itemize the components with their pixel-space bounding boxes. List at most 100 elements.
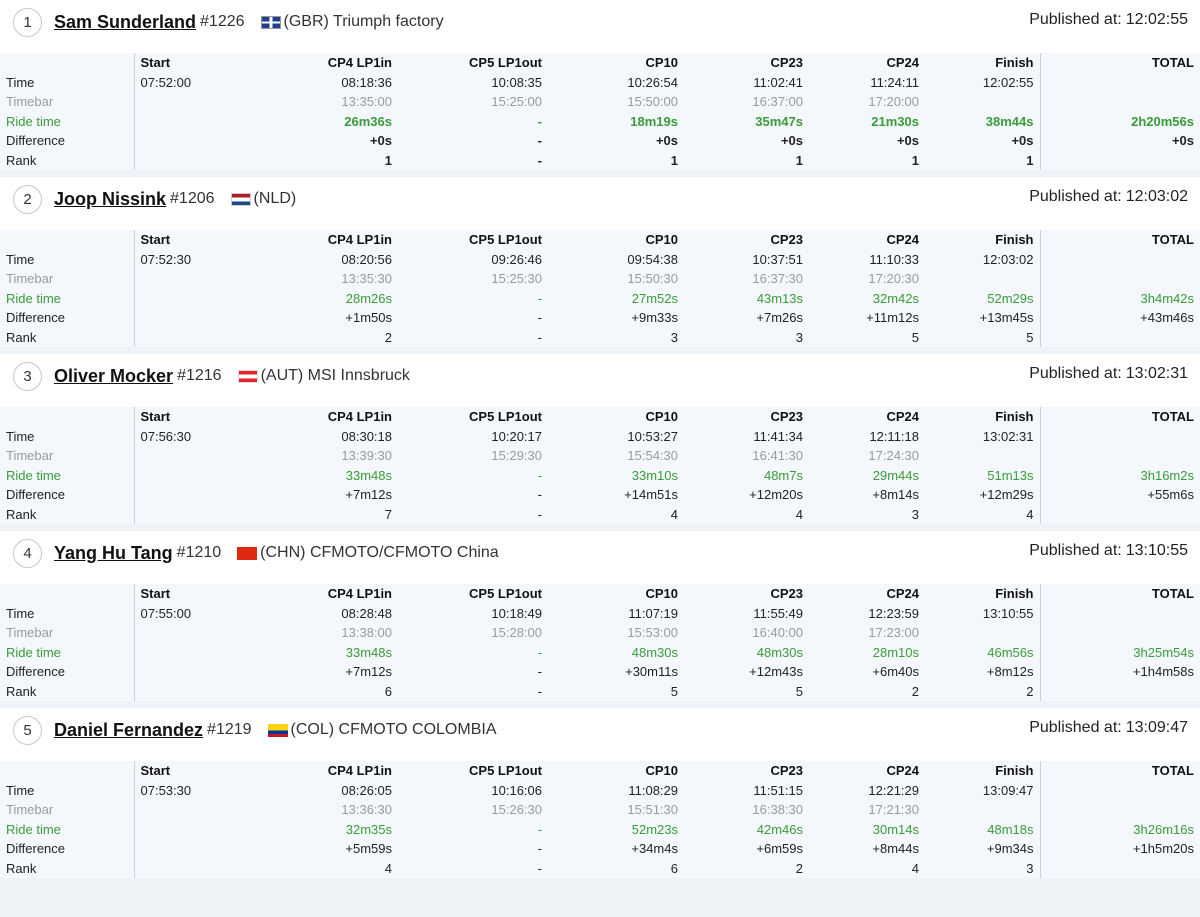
row-label: Difference: [6, 664, 66, 679]
result-cell: +8m14s: [872, 487, 919, 502]
published-at: Published at: 12:02:55: [1025, 11, 1188, 29]
result-cell: -: [537, 841, 542, 856]
row-label: Time: [6, 74, 35, 90]
column-header: CP5 LP1out: [469, 409, 542, 424]
result-cell: 13:38:00: [341, 625, 392, 640]
column-header: CP23: [770, 409, 803, 424]
result-cell: 33m48s: [345, 644, 392, 660]
result-cell: 32m35s: [345, 821, 392, 837]
ride-time-row: Ride time 33m48s - 48m30s 48m30s 28m10s 46m56s…: [0, 642, 1200, 662]
result-cell: 48m30s: [756, 644, 803, 660]
column-header: TOTAL: [1039, 407, 1200, 427]
result-cell: 4: [670, 506, 678, 522]
result-cell: 16:41:30: [752, 448, 803, 463]
time-row: Time 07:55:00 08:28:48 10:18:49 11:07:19 11:5…: [0, 603, 1200, 623]
result-cell: 15:50:30: [627, 271, 678, 286]
result-cell: 08:30:18: [341, 428, 392, 444]
result-cell: 35m47s: [755, 113, 803, 129]
row-label: Difference: [6, 487, 66, 502]
row-label: Time: [6, 251, 35, 267]
result-cell: [1039, 72, 1200, 92]
row-label: Rank: [6, 329, 37, 345]
difference-row: Difference +0s - +0s +0s +0s +0s +0s: [0, 131, 1200, 151]
column-header: CP24: [886, 409, 919, 424]
result-cell: 11:02:41: [753, 74, 803, 90]
result-cell: 15:50:00: [627, 94, 678, 109]
result-cell: 33m48s: [345, 467, 392, 483]
result-cell: 6: [670, 860, 678, 876]
rider-header: 2 Joop Nissink #1206 (NLD) Published at:…: [0, 177, 1200, 221]
result-cell: [133, 269, 262, 289]
row-label: Difference: [6, 841, 66, 856]
result-cell: [1039, 623, 1200, 643]
rider-card: 2 Joop Nissink #1206 (NLD) Published at:…: [0, 177, 1200, 347]
result-cell: +0s: [780, 133, 803, 148]
result-cell: 46m56s: [987, 644, 1034, 660]
result-cell: 10:53:27: [627, 428, 678, 444]
column-header: CP10: [645, 55, 678, 70]
rank-row: Rank 4 - 6 2 4 3: [0, 858, 1200, 878]
column-header: Start: [133, 53, 262, 73]
header-blank: [0, 407, 134, 427]
rider-card: 3 Oliver Mocker #1216 (AUT) MSI Innsbruc…: [0, 354, 1200, 524]
result-cell: 13:35:00: [341, 94, 392, 109]
rider-header: 1 Sam Sunderland #1226 (GBR) Triumph fac…: [0, 0, 1200, 44]
difference-row: Difference +7m12s - +30m11s +12m43s +6m40s +8m…: [0, 662, 1200, 682]
time-row: Time 07:52:30 08:20:56 09:26:46 09:54:38 10:3…: [0, 249, 1200, 269]
result-cell: 52m29s: [987, 290, 1034, 306]
column-header: Finish: [995, 55, 1034, 70]
rider-number: #1206: [170, 190, 215, 207]
result-cell: +12m20s: [749, 487, 803, 502]
result-cell: [925, 800, 1040, 820]
time-row: Time 07:52:00 08:18:36 10:08:35 10:26:54 11:0…: [0, 72, 1200, 92]
result-cell: [133, 465, 262, 485]
row-label: Difference: [6, 133, 66, 148]
column-header: CP10: [645, 409, 678, 424]
column-header: Start: [133, 761, 262, 781]
result-cell: 12:23:59: [868, 605, 919, 621]
row-label: Timebar: [6, 802, 54, 817]
rider-name-link[interactable]: Sam Sunderland: [54, 11, 197, 32]
published-label: Published at:: [1029, 542, 1122, 559]
published-time: 13:09:47: [1125, 719, 1188, 736]
result-cell: [1039, 327, 1200, 347]
aut-flag-icon: [237, 369, 258, 383]
result-cell: 5: [795, 683, 803, 699]
result-cell: 17:23:00: [868, 625, 919, 640]
results-table: Start CP4 LP1in CP5 LP1out CP10 CP23 CP24 Fini…: [0, 230, 1200, 347]
rider-name-link[interactable]: Oliver Mocker: [54, 365, 174, 386]
result-cell: 10:26:54: [627, 74, 678, 90]
result-cell: 16:40:00: [752, 625, 803, 640]
result-cell: 30m14s: [872, 821, 919, 837]
ride-time-row: Ride time 33m48s - 33m10s 48m7s 29m44s 51m13s 3…: [0, 465, 1200, 485]
result-cell: +30m11s: [625, 664, 678, 679]
column-header: CP10: [645, 232, 678, 247]
header-blank: [0, 584, 134, 604]
published-time: 12:02:55: [1125, 11, 1188, 28]
rider-card: 5 Daniel Fernandez #1219 (COL) CFMOTO CO…: [0, 708, 1200, 878]
result-cell: +55m6s: [1039, 485, 1200, 505]
result-cell: -: [537, 683, 542, 699]
rider-name-link[interactable]: Daniel Fernandez: [54, 719, 204, 740]
results-table: Start CP4 LP1in CP5 LP1out CP10 CP23 CP24 Fini…: [0, 407, 1200, 524]
result-cell: 3: [1026, 860, 1034, 876]
row-label: Ride time: [6, 290, 61, 306]
result-cell: [1039, 249, 1200, 269]
result-cell: 2: [1026, 683, 1034, 699]
rank-row: Rank 1 - 1 1 1 1: [0, 150, 1200, 170]
row-label: Timebar: [6, 94, 54, 109]
published-label: Published at:: [1029, 11, 1122, 28]
result-cell: -: [537, 113, 542, 129]
column-header: Start: [133, 407, 262, 427]
rider-name-link[interactable]: Yang Hu Tang: [54, 542, 173, 563]
result-cell: 1: [384, 152, 392, 168]
result-cell: 3h16m2s: [1039, 465, 1200, 485]
result-cell: +9m34s: [986, 841, 1034, 856]
result-cell: 07:52:30: [133, 249, 262, 269]
row-label: Ride time: [6, 821, 61, 837]
result-cell: [1039, 150, 1200, 170]
result-cell: 3h25m54s: [1039, 642, 1200, 662]
result-cell: [1039, 426, 1200, 446]
rider-name-link[interactable]: Joop Nissink: [54, 188, 167, 209]
result-cell: [1039, 681, 1200, 701]
